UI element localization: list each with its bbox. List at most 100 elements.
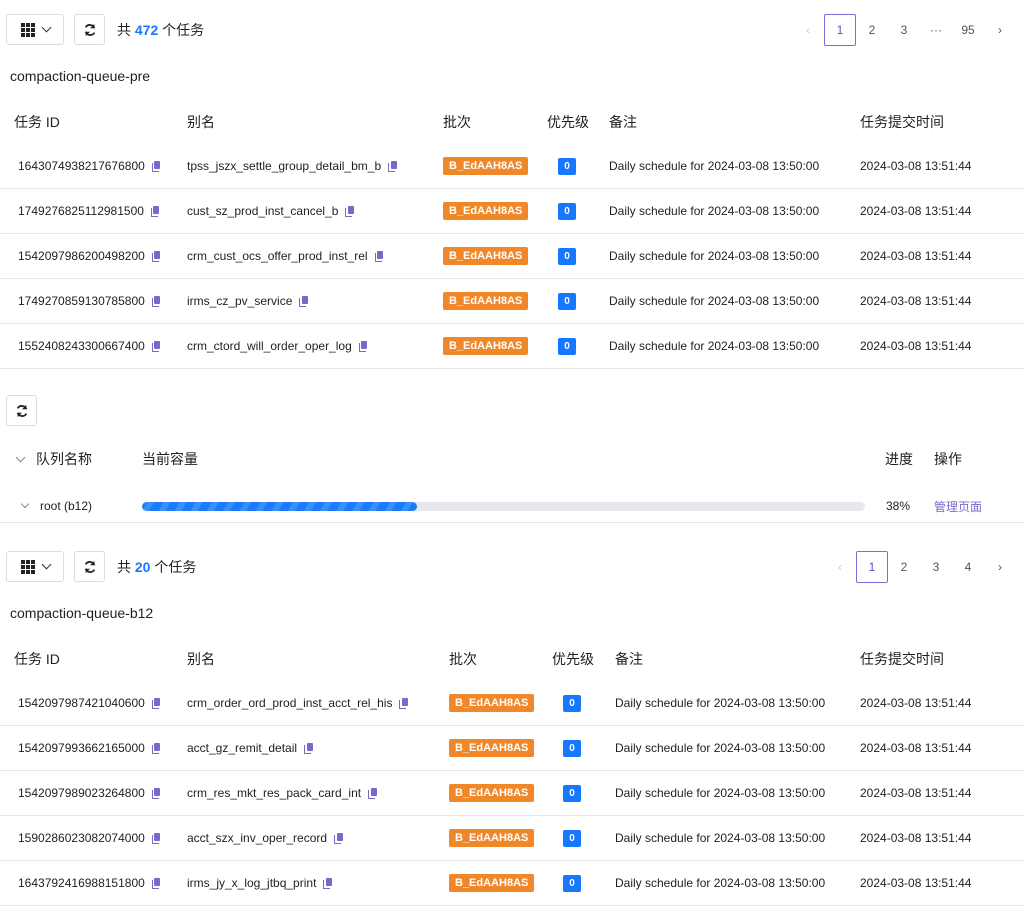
queue-title: compaction-queue-b12 [10, 605, 154, 621]
pagination: ‹ 1 2 3 ··· 95 › [792, 13, 1016, 46]
task-alias: crm_order_ord_prod_inst_acct_rel_his [187, 696, 393, 710]
task-total: 共 472 个任务 [117, 21, 205, 38]
copy-icon[interactable] [151, 877, 161, 889]
copy-icon[interactable] [151, 832, 161, 844]
batch-badge: B_EdAAH8AS [449, 784, 535, 802]
page-ellipsis[interactable]: ··· [930, 22, 942, 37]
task-toolbar: 共 472 个任务 ‹ 1 2 3 ··· 95 › [6, 13, 1026, 46]
task-id: 1749276825112981500 [18, 204, 144, 218]
task-table: 任务 ID 别名 批次 优先级 备注 任务提交时间 1542097987421040600… [0, 637, 1024, 906]
priority-badge: 0 [563, 739, 581, 757]
queue-name: root (b12) [40, 499, 93, 513]
refresh-icon [84, 560, 95, 573]
copy-icon[interactable] [151, 697, 161, 709]
column-view-dropdown[interactable] [6, 551, 64, 582]
copy-icon[interactable] [374, 250, 384, 262]
batch-badge: B_EdAAH8AS [443, 202, 529, 220]
next-page-button[interactable]: › [998, 22, 1002, 37]
copy-icon[interactable] [304, 742, 313, 754]
table-row: 1590286023082074000 acct_szx_inv_oper_re… [0, 816, 1024, 861]
copy-icon[interactable] [151, 250, 161, 262]
priority-badge: 0 [558, 292, 576, 310]
copy-icon[interactable] [151, 787, 161, 799]
copy-icon[interactable] [299, 295, 308, 307]
task-alias: cust_sz_prod_inst_cancel_b [187, 204, 339, 218]
column-header: 备注 [609, 114, 637, 130]
task-note: Daily schedule for 2024-03-08 13:50:00 [615, 876, 826, 890]
submit-time: 2024-03-08 13:51:44 [860, 339, 972, 353]
queue-refresh-button[interactable] [6, 395, 37, 426]
col-queue-name: 队列名称 [36, 451, 92, 467]
task-alias: acct_gz_remit_detail [187, 741, 298, 755]
task-alias: crm_res_mkt_res_pack_card_int [187, 786, 362, 800]
page-1[interactable]: 1 [856, 550, 888, 583]
page-1[interactable]: 1 [824, 13, 856, 46]
copy-icon[interactable] [345, 205, 354, 217]
copy-icon[interactable] [151, 742, 161, 754]
column-header: 优先级 [552, 651, 594, 667]
page-3[interactable]: 3 [932, 559, 940, 574]
task-id: 1542097987421040600 [18, 696, 145, 710]
task-id: 1552408243300667400 [18, 339, 145, 353]
task-id: 1590286023082074000 [18, 831, 145, 845]
task-note: Daily schedule for 2024-03-08 13:50:00 [609, 159, 820, 173]
table-header: 任务 ID 别名 批次 优先级 备注 任务提交时间 [0, 637, 1024, 681]
queue-table-header: 队列名称 当前容量 进度 操作 [0, 448, 1024, 470]
page-2[interactable]: 2 [900, 559, 908, 574]
priority-badge: 0 [558, 337, 576, 355]
copy-icon[interactable] [151, 295, 161, 307]
page-4[interactable]: 4 [964, 559, 972, 574]
copy-icon[interactable] [368, 787, 377, 799]
copy-icon[interactable] [150, 205, 160, 217]
copy-icon[interactable] [399, 697, 408, 709]
task-id: 1542097989023264800 [18, 786, 145, 800]
page-2[interactable]: 2 [868, 22, 876, 37]
refresh-icon [84, 23, 95, 36]
copy-icon[interactable] [151, 160, 161, 172]
chevron-down-icon [41, 559, 51, 570]
prev-page-button[interactable]: ‹ [838, 559, 842, 574]
grid-icon [20, 22, 35, 37]
expand-row-chevron-icon[interactable] [20, 499, 30, 509]
expand-all-chevron-icon[interactable] [15, 452, 26, 462]
priority-badge: 0 [558, 157, 576, 175]
task-note: Daily schedule for 2024-03-08 13:50:00 [609, 249, 820, 263]
table-row: 1643074938217676800 tpss_jszx_settle_gro… [0, 144, 1024, 189]
copy-icon[interactable] [334, 832, 343, 844]
submit-time: 2024-03-08 13:51:44 [860, 249, 972, 263]
page-95[interactable]: 95 [961, 22, 975, 37]
manage-page-link[interactable]: 管理页面 [934, 499, 983, 514]
task-note: Daily schedule for 2024-03-08 13:50:00 [615, 831, 826, 845]
column-header: 任务提交时间 [860, 114, 944, 130]
table-row: 1749270859130785800 irms_cz_pv_service B… [0, 279, 1024, 324]
priority-badge: 0 [563, 874, 581, 892]
copy-icon[interactable] [323, 877, 332, 889]
copy-icon[interactable] [388, 160, 397, 172]
task-id: 1542097993662165000 [18, 741, 145, 755]
submit-time: 2024-03-08 13:51:44 [860, 741, 972, 755]
table-row: 1542097989023264800 crm_res_mkt_res_pack… [0, 771, 1024, 816]
table-row: 1552408243300667400 crm_ctord_will_order… [0, 324, 1024, 369]
submit-time: 2024-03-08 13:51:44 [860, 696, 972, 710]
refresh-icon [16, 404, 27, 417]
task-alias: acct_szx_inv_oper_record [187, 831, 328, 845]
page-3[interactable]: 3 [900, 22, 908, 37]
column-header: 任务提交时间 [860, 651, 944, 667]
submit-time: 2024-03-08 13:51:44 [860, 204, 972, 218]
copy-icon[interactable] [151, 340, 161, 352]
refresh-button[interactable] [74, 551, 105, 582]
batch-badge: B_EdAAH8AS [443, 292, 529, 310]
prev-page-button[interactable]: ‹ [806, 22, 810, 37]
refresh-button[interactable] [74, 14, 105, 45]
copy-icon[interactable] [358, 340, 368, 352]
column-header: 批次 [449, 651, 477, 667]
col-capacity: 当前容量 [142, 451, 198, 467]
column-view-dropdown[interactable] [6, 14, 64, 45]
task-alias: crm_cust_ocs_offer_prod_inst_rel [187, 249, 368, 263]
task-id: 1643792416988151800 [18, 876, 145, 890]
next-page-button[interactable]: › [998, 559, 1002, 574]
submit-time: 2024-03-08 13:51:44 [860, 159, 972, 173]
priority-badge: 0 [563, 694, 581, 712]
column-header: 任务 ID [14, 651, 60, 667]
